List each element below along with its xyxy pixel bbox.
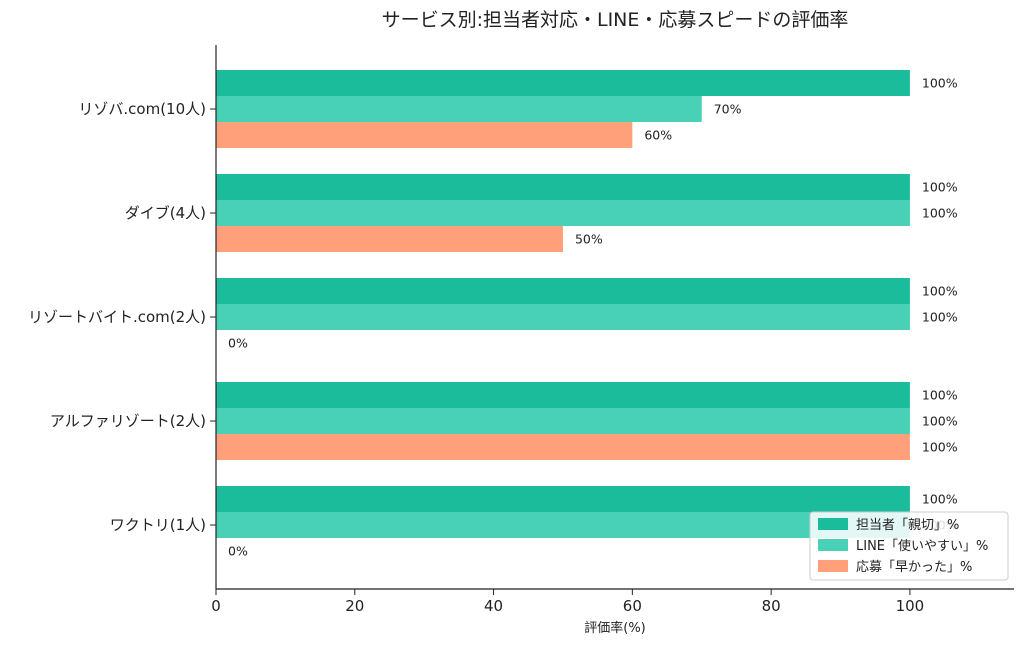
data-label: 100%	[922, 180, 958, 195]
bar	[216, 174, 910, 200]
bar	[216, 226, 563, 252]
x-tick-label: 40	[484, 597, 503, 615]
bar	[216, 434, 910, 460]
data-label: 0%	[228, 544, 248, 559]
data-label: 100%	[922, 206, 958, 221]
y-tick-label: アルファリゾート(2人)	[50, 412, 206, 430]
data-label: 100%	[922, 284, 958, 299]
bar	[216, 382, 910, 408]
legend-label: 担当者「親切」%	[856, 518, 959, 533]
bar	[216, 408, 910, 434]
y-tick-label: リゾートバイト.com(2人)	[28, 308, 206, 326]
y-tick-label: ダイブ(4人)	[125, 204, 206, 222]
data-label: 100%	[922, 76, 958, 91]
data-label: 50%	[575, 232, 603, 247]
legend-label: 応募「早かった」%	[856, 560, 972, 575]
x-tick-label: 100	[896, 597, 925, 615]
legend-swatch	[818, 518, 848, 530]
y-tick-label: リゾバ.com(10人)	[78, 100, 206, 118]
chart-title: サービス別:担当者対応・LINE・応募スピードの評価率	[382, 9, 849, 31]
bar	[216, 70, 910, 96]
bar	[216, 304, 910, 330]
legend-items: 担当者「親切」% LINE「使いやすい」% 応募「早かった」%	[818, 518, 988, 575]
bar	[216, 200, 910, 226]
y-tick-labels: リゾバ.com(10人) ダイブ(4人) リゾートバイト.com(2人) アルファリゾ…	[28, 100, 216, 534]
data-label: 100%	[922, 310, 958, 325]
data-label: 0%	[228, 336, 248, 351]
bar	[216, 278, 910, 304]
x-tick-label: 60	[623, 597, 642, 615]
bar	[216, 512, 910, 538]
data-label: 100%	[922, 388, 958, 403]
legend-label: LINE「使いやすい」%	[856, 538, 988, 554]
legend-swatch	[818, 539, 848, 551]
data-label: 70%	[714, 102, 742, 117]
x-tick-label: 20	[345, 597, 364, 615]
x-tick-labels: 0 20 40 60 80 100	[211, 589, 924, 615]
x-axis-label: 評価率(%)	[584, 620, 646, 636]
data-label: 60%	[644, 128, 672, 143]
bars-layer	[216, 70, 910, 538]
y-tick-label: ワクトリ(1人)	[110, 516, 206, 534]
legend: 担当者「親切」% LINE「使いやすい」% 応募「早かった」%	[809, 511, 1009, 581]
bar	[216, 96, 702, 122]
bar	[216, 122, 633, 148]
data-label: 100%	[922, 414, 958, 429]
x-tick-label: 80	[762, 597, 781, 615]
x-tick-label: 0	[211, 597, 221, 615]
bar	[216, 486, 910, 512]
data-label: 100%	[922, 492, 958, 507]
legend-swatch	[818, 560, 848, 572]
data-label: 100%	[922, 440, 958, 455]
legend-box	[809, 511, 1009, 581]
